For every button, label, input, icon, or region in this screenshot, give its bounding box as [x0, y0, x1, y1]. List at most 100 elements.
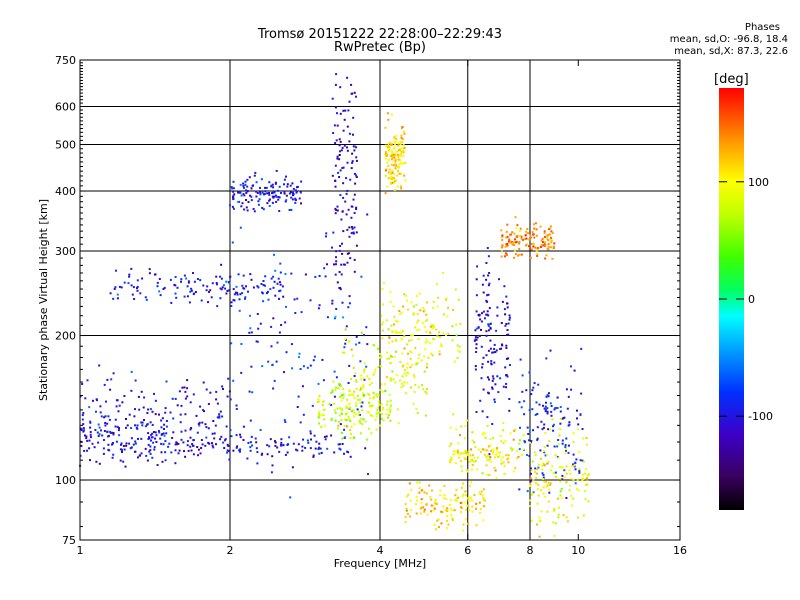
echo-point	[522, 448, 525, 451]
echo-point	[550, 239, 553, 242]
echo-point	[176, 404, 179, 407]
echo-point	[464, 517, 467, 520]
echo-point	[408, 482, 411, 485]
echo-point	[353, 375, 356, 377]
echo-point	[453, 453, 456, 456]
echo-point	[399, 159, 402, 162]
echo-point	[457, 452, 460, 455]
echo-point	[122, 445, 125, 447]
echo-point	[251, 184, 254, 187]
echo-point	[119, 459, 122, 462]
echo-point	[573, 464, 576, 467]
echo-point	[403, 293, 406, 296]
echo-point	[152, 441, 155, 444]
echo-point	[531, 389, 534, 392]
echo-point	[393, 180, 396, 183]
echo-point	[144, 425, 147, 428]
echo-point	[255, 441, 258, 444]
echo-point	[573, 369, 576, 372]
echo-point	[267, 298, 270, 301]
echo-point	[95, 410, 97, 413]
echo-point	[561, 417, 564, 420]
echo-point	[232, 187, 235, 190]
echo-point	[216, 416, 219, 419]
echo-point	[475, 507, 478, 510]
echo-point	[503, 285, 506, 288]
echo-point	[446, 519, 448, 522]
echo-point	[278, 331, 281, 334]
echo-point	[192, 439, 195, 442]
echo-point	[247, 201, 250, 203]
echo-point	[425, 319, 428, 322]
echo-point	[236, 200, 239, 203]
echo-point	[416, 411, 419, 414]
echo-point	[330, 391, 333, 394]
y-axis-label: Stationary phase Virtual Height [km]	[37, 199, 50, 401]
echo-point	[469, 454, 472, 457]
echo-point	[549, 484, 551, 486]
echo-point	[514, 428, 517, 431]
echo-point	[130, 389, 133, 392]
echo-point	[238, 200, 241, 203]
echo-point	[341, 167, 344, 169]
echo-point	[552, 245, 555, 248]
echo-point	[235, 291, 237, 294]
echo-point	[178, 390, 181, 393]
echo-point	[466, 419, 468, 422]
echo-point	[338, 249, 341, 252]
echo-point	[363, 378, 366, 381]
echo-point	[482, 310, 485, 313]
echo-point	[191, 443, 194, 445]
echo-point	[546, 412, 549, 415]
echo-point	[211, 282, 214, 285]
echo-point	[253, 174, 256, 177]
echo-point	[388, 168, 391, 171]
echo-point	[348, 226, 351, 229]
echo-point	[475, 347, 478, 350]
echo-point	[256, 451, 259, 453]
echo-point	[232, 379, 235, 382]
echo-point	[479, 450, 482, 453]
echo-point	[336, 112, 338, 115]
echo-point	[485, 278, 488, 281]
echo-point	[112, 453, 115, 456]
echo-point	[130, 446, 133, 449]
echo-point	[499, 435, 502, 437]
echo-point	[427, 356, 430, 359]
echo-point	[222, 441, 225, 444]
echo-point	[218, 415, 221, 418]
echo-point	[442, 505, 445, 508]
echo-point	[537, 483, 540, 486]
echo-point	[226, 451, 229, 454]
echo-point	[574, 462, 577, 465]
echo-point	[107, 435, 110, 438]
echo-point	[340, 263, 343, 266]
echo-point	[426, 340, 429, 343]
echo-point	[486, 416, 489, 419]
echo-point	[568, 423, 571, 426]
echo-point	[348, 235, 351, 238]
echo-point	[374, 418, 377, 421]
echo-point	[341, 409, 343, 412]
echo-point	[401, 141, 404, 143]
echo-point	[334, 180, 337, 182]
echo-point	[423, 508, 426, 511]
echo-point	[475, 411, 478, 413]
echo-point	[559, 477, 562, 480]
echo-point	[399, 313, 402, 316]
echo-point	[345, 192, 348, 195]
echo-point	[455, 499, 458, 502]
echo-point	[400, 134, 403, 137]
echo-point	[207, 427, 210, 430]
echo-point	[125, 442, 128, 445]
echo-point	[128, 273, 131, 276]
echo-point	[97, 441, 100, 444]
echo-point	[414, 347, 417, 350]
echo-point	[134, 379, 137, 382]
echo-point	[118, 285, 121, 288]
echo-point	[542, 474, 545, 477]
echo-point	[256, 192, 259, 194]
echo-point	[340, 149, 343, 152]
echo-point	[415, 495, 418, 498]
echo-point	[405, 294, 408, 297]
